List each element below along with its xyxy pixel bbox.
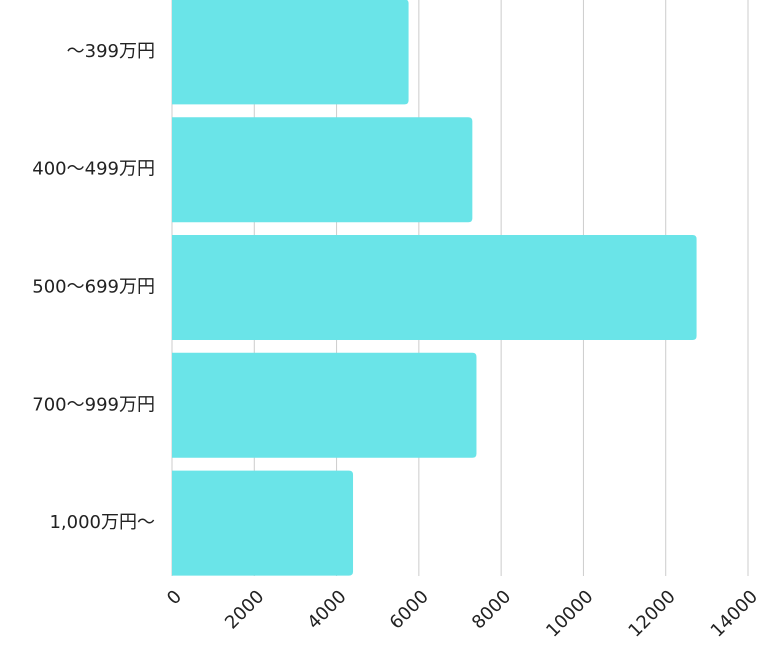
- bar: [172, 352, 477, 458]
- y-tick-label: 500〜699万円: [32, 277, 155, 298]
- x-tick-label: 2000: [221, 586, 268, 633]
- x-tick-label: 0: [163, 586, 186, 609]
- bar: [172, 0, 409, 105]
- x-tick-label: 10000: [542, 586, 597, 641]
- bar: [172, 470, 354, 576]
- x-tick-label: 14000: [707, 586, 762, 641]
- y-tick-label: 〜399万円: [67, 41, 155, 62]
- bar: [172, 117, 473, 223]
- x-tick-label: 4000: [303, 586, 350, 633]
- x-tick-label: 6000: [386, 586, 433, 633]
- x-tick-label: 8000: [468, 586, 515, 633]
- x-tick-label: 12000: [624, 586, 679, 641]
- y-tick-label: 700〜999万円: [32, 394, 155, 415]
- y-tick-label: 400〜499万円: [32, 159, 155, 180]
- bar: [172, 235, 697, 340]
- y-tick-label: 1,000万円〜: [49, 512, 155, 533]
